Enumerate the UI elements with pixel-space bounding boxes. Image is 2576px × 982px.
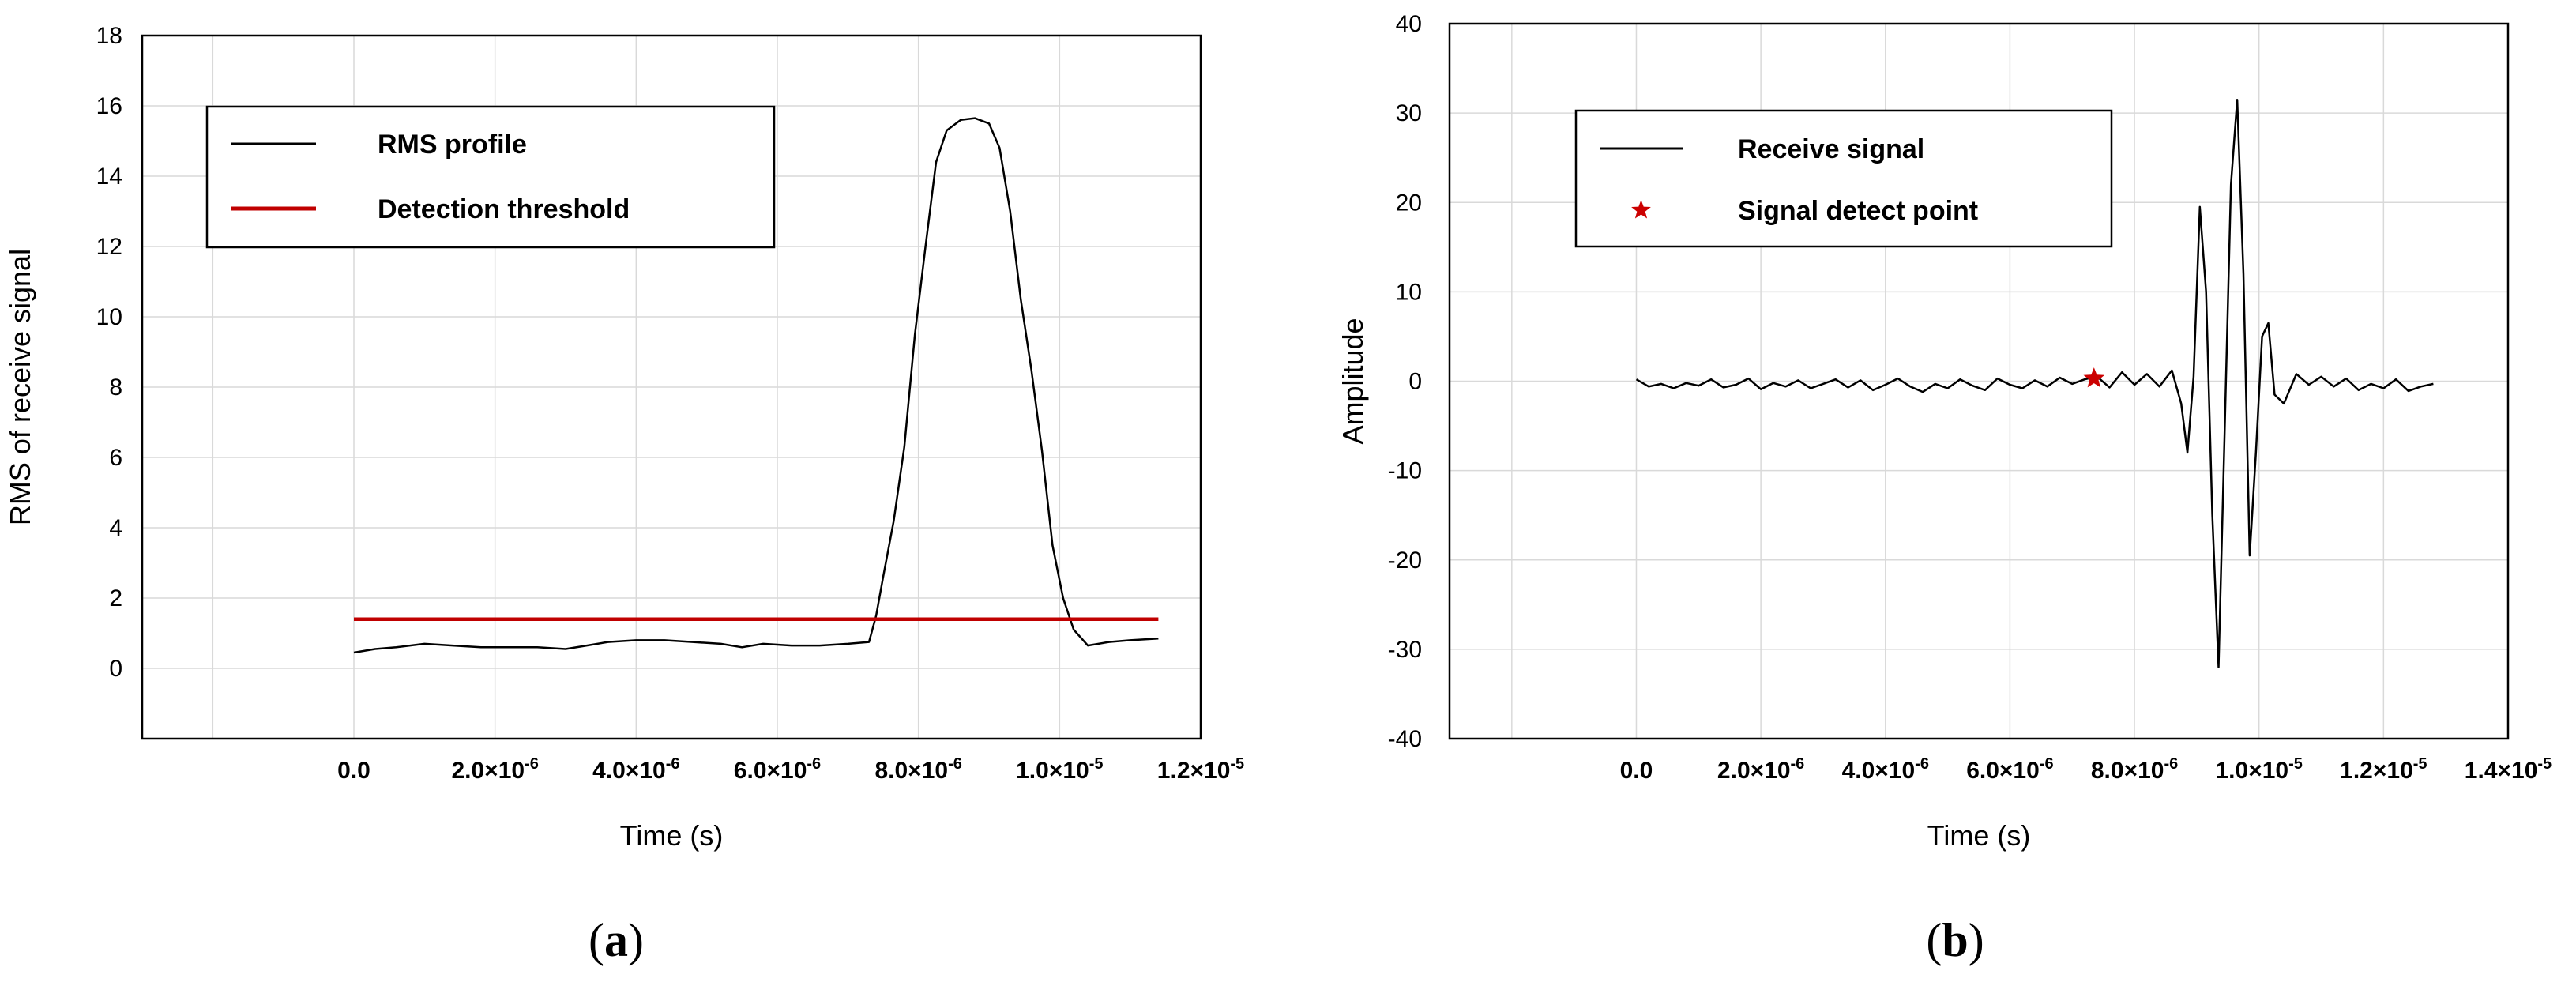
x-ticks-b: 0.0 2.0×10-6 4.0×10-6 6.0×10-6 8.0×10-6 1.0×1… [1620,755,2552,784]
x-tick-mantissa: 6.0×10 [1966,758,2040,784]
x-tick-exponent: -5 [2413,755,2427,773]
y-tick-label: 0 [1408,369,1422,395]
legend-label-receive-signal: Receive signal [1738,134,1924,164]
x-tick-label: 6.0×10-6 [1966,755,2053,784]
x-tick-exponent: -6 [525,755,539,773]
x-tick-mantissa: 1.0×10 [2216,758,2289,784]
x-tick-label: 1.4×10-5 [2465,755,2552,784]
panel-label-b: (b) [1926,914,1984,966]
y-tick-label: 2 [109,585,122,611]
y-tick-label: -30 [1388,637,1422,663]
panel-a-close-paren: ) [628,914,644,966]
legend-swatch-signal-detect-point [1631,200,1651,219]
x-tick-label: 2.0×10-6 [451,755,538,784]
legend-b: Receive signal Signal detect point [1574,109,2113,248]
x-tick-exponent: -6 [666,755,680,773]
x-tick-label: 1.0×10-5 [2216,755,2303,784]
x-tick-label: 6.0×10-6 [734,755,821,784]
x-axis-label-b: Time (s) [1927,819,2031,852]
series-group-b [1635,98,2434,668]
x-tick-label: 1.0×10-5 [1016,755,1103,784]
x-tick-mantissa: 0.0 [1620,758,1653,784]
y-tick-label: 14 [96,164,122,190]
series-group-a [353,117,1159,654]
x-tick-mantissa: 2.0×10 [451,758,525,784]
x-tick-mantissa: 8.0×10 [2091,758,2164,784]
y-tick-label: 40 [1396,11,1422,37]
x-tick-label: 8.0×10-6 [2091,755,2178,784]
y-tick-label: 4 [109,515,122,541]
x-tick-label: 4.0×10-6 [1842,755,1929,784]
y-tick-label: 10 [96,304,122,330]
y-tick-label: 10 [1396,279,1422,305]
legend-box-a [205,105,776,249]
x-tick-mantissa: 1.2×10 [1157,758,1231,784]
x-tick-mantissa: 1.0×10 [1016,758,1089,784]
x-tick-exponent: -6 [807,755,821,773]
x-tick-mantissa: 0.0 [337,758,370,784]
legend-a: RMS profile Detection threshold [205,105,776,249]
y-tick-label: 16 [96,93,122,119]
y-tick-label: 6 [109,445,122,471]
legend-label-signal-detect-point: Signal detect point [1738,196,1978,226]
x-tick-exponent: -6 [948,755,962,773]
x-tick-mantissa: 2.0×10 [1717,758,1791,784]
y-axis-label-a: RMS of receive signal [4,249,36,525]
x-axis-label-a: Time (s) [620,819,724,852]
chart-panel-a: 0.0 2.0×10-6 4.0×10-6 6.0×10-6 8.0×10-6 1.0×1… [4,23,1244,966]
x-tick-exponent: -5 [2537,755,2552,773]
series-receive-signal-line [1635,98,2434,668]
chart-panel-b: 0.0 2.0×10-6 4.0×10-6 6.0×10-6 8.0×10-6 1.0×1… [1337,11,2552,966]
y-ticks-a: 0 2 4 6 8 10 12 14 16 18 [96,23,122,682]
legend-label-detection-threshold: Detection threshold [378,194,630,224]
y-tick-label: 30 [1396,100,1422,126]
panel-b-open-paren: ( [1926,914,1942,966]
x-tick-exponent: -5 [1089,755,1104,773]
y-tick-label: 20 [1396,190,1422,216]
x-tick-label: 0.0 [337,758,370,784]
panel-b-close-paren: ) [1969,914,1984,966]
x-tick-mantissa: 4.0×10 [1842,758,1916,784]
series-rms-profile-line [353,117,1159,654]
x-tick-exponent: -6 [1915,755,1929,773]
x-tick-exponent: -5 [2288,755,2303,773]
series-signal-detect-point-marker [2083,367,2105,388]
x-tick-label: 4.0×10-6 [592,755,679,784]
x-tick-mantissa: 6.0×10 [734,758,807,784]
y-tick-label: -20 [1388,547,1422,574]
x-tick-exponent: -6 [1791,755,1805,773]
legend-box-b [1574,109,2113,248]
x-tick-exponent: -6 [2164,755,2178,773]
x-tick-exponent: -5 [1230,755,1244,773]
x-ticks-a: 0.0 2.0×10-6 4.0×10-6 6.0×10-6 8.0×10-6 1.0×1… [337,755,1244,784]
plot-frame-b [1448,22,2510,740]
y-tick-label: -40 [1388,726,1422,752]
legend-label-rms-profile: RMS profile [378,130,527,160]
x-tick-label: 8.0×10-6 [874,755,961,784]
y-axis-label-b: Amplitude [1337,318,1369,444]
x-tick-mantissa: 8.0×10 [874,758,948,784]
x-tick-label: 1.2×10-5 [1157,755,1244,784]
panel-label-a: (a) [589,914,644,966]
y-tick-label: 12 [96,234,122,260]
x-tick-label: 2.0×10-6 [1717,755,1804,784]
panel-a-letter: a [604,914,628,966]
plot-frame-a [141,34,1202,740]
x-tick-mantissa: 1.2×10 [2340,758,2413,784]
y-tick-label: 18 [96,23,122,49]
x-tick-exponent: -6 [2040,755,2054,773]
x-tick-label: 0.0 [1620,758,1653,784]
x-tick-mantissa: 4.0×10 [592,758,666,784]
y-tick-label: -10 [1388,458,1422,484]
y-tick-label: 8 [109,374,122,401]
panel-b-letter: b [1942,914,1968,966]
y-ticks-b: -40 -30 -20 -10 0 10 20 30 40 [1388,11,1422,752]
panel-a-open-paren: ( [589,914,604,966]
y-tick-label: 0 [109,656,122,682]
x-tick-label: 1.2×10-5 [2340,755,2427,784]
x-tick-mantissa: 1.4×10 [2465,758,2538,784]
